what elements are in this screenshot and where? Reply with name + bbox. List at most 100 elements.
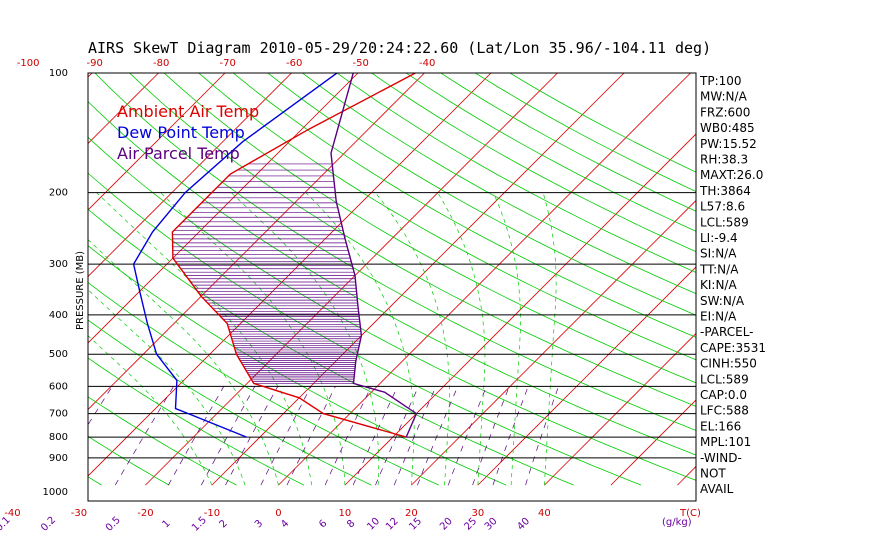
legend-entry: Dew Point Temp <box>117 123 245 142</box>
dry-adiabat-line <box>88 435 170 486</box>
pressure-tick-label: 900 <box>49 453 68 464</box>
moist-adiabat-line <box>96 192 312 486</box>
mixing-ratio-tick: 2 <box>218 518 230 530</box>
dry-adiabat-line <box>336 73 696 273</box>
stats-item: MW:N/A <box>700 90 748 104</box>
stats-item: EL:166 <box>700 419 741 433</box>
bottom-temp-tick: -10 <box>204 508 220 519</box>
stats-item: MAXT:26.0 <box>700 168 763 182</box>
stats-item: -WIND- <box>700 451 742 465</box>
isotherm-line <box>88 73 359 344</box>
mixing-ratio-line <box>114 386 174 486</box>
stats-item: CINH:550 <box>700 357 757 371</box>
stats-item: LFC:588 <box>700 404 749 418</box>
bottom-temp-tick: 10 <box>339 508 352 519</box>
mixing-ratio-line <box>447 386 487 486</box>
stats-item: L57:8.6 <box>700 200 745 214</box>
sounding-series <box>132 73 418 438</box>
isotherm-line <box>544 332 696 486</box>
series-line-3 <box>330 73 418 438</box>
moist-adiabat-line <box>88 239 279 486</box>
top-temp-tick: -90 <box>87 58 103 69</box>
stats-item: TH:3864 <box>699 184 751 198</box>
dry-adiabat-line <box>370 73 696 253</box>
mixing-ratio-line <box>225 386 279 486</box>
bottom-temp-tick: 0 <box>275 508 281 519</box>
bottom-temp-tick: 30 <box>472 508 485 519</box>
mixing-ratio-line <box>286 386 336 486</box>
top-temp-tick: -40 <box>419 58 435 69</box>
top-temp-axis: -120-110-100-90-80-70-60-50-40 <box>17 58 436 69</box>
top-temp-tick: -80 <box>153 58 169 69</box>
series-line-1 <box>171 73 417 438</box>
mixing-ratio-line <box>260 386 312 486</box>
bottom-temp-tick: -20 <box>137 508 153 519</box>
isotherm-line <box>88 73 160 145</box>
moist-adiabat-line <box>88 335 213 486</box>
mixing-ratio-tick: 40 <box>515 516 532 533</box>
pressure-tick-label: 700 <box>49 409 68 420</box>
mixing-ratio-tick: 0.5 <box>104 515 123 534</box>
mixing-ratio-tick: 0.2 <box>39 515 58 534</box>
dry-adiabat-line <box>128 73 696 407</box>
stats-item: CAP:0.0 <box>700 388 747 402</box>
pressure-tick-label: 200 <box>49 188 68 199</box>
bottom-temp-tick: -40 <box>4 508 20 519</box>
dry-adiabat-line <box>405 73 696 232</box>
stats-item: KI:N/A <box>700 278 737 292</box>
mixing-ratio-line <box>324 386 372 486</box>
dry-adiabat-line <box>88 282 439 486</box>
mixing-ratio-line <box>393 386 437 486</box>
isotherm-line <box>211 73 625 486</box>
dry-adiabat-line <box>88 396 237 486</box>
mixing-ratio-line <box>472 386 510 486</box>
pressure-tick-label: 800 <box>49 432 68 443</box>
stats-item: NOT <box>700 467 726 481</box>
dry-adiabat-line <box>163 73 696 384</box>
plot-frame <box>87 72 697 502</box>
pressure-tick-label: 400 <box>49 310 68 321</box>
stats-item: SW:N/A <box>700 294 745 308</box>
dry-adiabat-line <box>301 73 696 295</box>
isotherm-line <box>88 73 492 477</box>
bottom-temp-tick: 40 <box>538 508 551 519</box>
stats-item: EI:N/A <box>700 310 737 324</box>
pressure-tick-label: 1000 <box>43 487 68 498</box>
stats-item: -PARCEL- <box>700 325 754 339</box>
legend-entry: Air Parcel Temp <box>117 144 240 163</box>
mixing-ratio-line <box>525 386 559 486</box>
isotherm-line <box>278 73 692 486</box>
stats-item: LCL:589 <box>700 372 749 386</box>
mixing-ratio-tick: 4 <box>279 518 291 530</box>
legend: Ambient Air Temp Dew Point Temp Air Parcel… <box>117 102 259 163</box>
legend-entry: Ambient Air Temp <box>117 102 259 121</box>
dry-adiabat-line <box>88 136 696 481</box>
moist-adiabat-line <box>88 289 246 486</box>
bottom-temp-tick: -30 <box>71 508 87 519</box>
stats-item: WB0:485 <box>700 121 755 135</box>
dry-adiabat-line <box>88 208 574 486</box>
stats-item: TT:N/A <box>699 262 739 276</box>
stats-item: RH:38.3 <box>700 153 748 167</box>
mixing-ratio-tick: 3 <box>253 518 265 530</box>
series-line-2 <box>132 73 339 438</box>
pressure-axis: 100 200 300 400 500 600 700 800 900 1000 <box>43 68 68 498</box>
cape-hatching <box>172 163 362 384</box>
stats-item: MPL:101 <box>700 435 751 449</box>
mixing-ratio-tick: 1 <box>160 518 172 530</box>
mixing-ratio-line <box>375 386 419 486</box>
dry-adiabat-line <box>94 73 696 431</box>
pressure-tick-label: 600 <box>49 381 68 392</box>
mixing-ratio-tick: 6 <box>317 518 329 530</box>
pressure-tick-label: 300 <box>49 259 68 270</box>
moist-adiabat-line <box>375 192 450 486</box>
stats-item: FRZ:600 <box>700 105 750 119</box>
top-temp-tick: -100 <box>17 58 40 69</box>
dry-adiabat-line <box>474 73 696 193</box>
stats-item: AVAIL <box>700 482 734 496</box>
dry-adiabat-line <box>88 357 305 486</box>
moist-adiabat-line <box>230 192 380 486</box>
stats-item: PW:15.52 <box>700 137 757 151</box>
